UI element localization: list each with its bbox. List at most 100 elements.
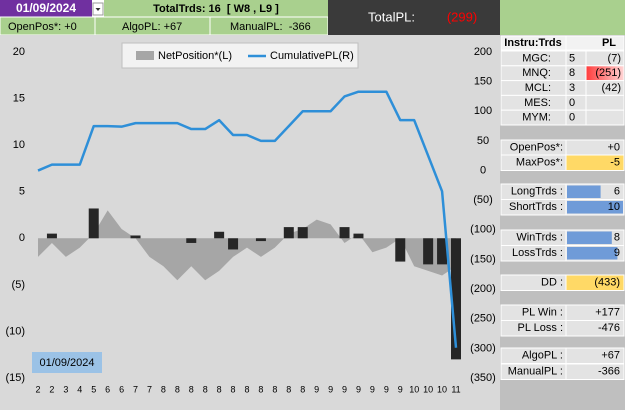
y2-tick-label: 150 [474, 76, 492, 88]
bar [339, 227, 350, 239]
x-tick-label: 8 [300, 384, 305, 394]
cell [565, 154, 625, 171]
x-tick-label: 9 [328, 384, 333, 394]
panel-value: -5 [610, 157, 620, 169]
instrument-name: MNQ: [522, 67, 551, 79]
x-tick-label: 10 [423, 384, 433, 394]
panel-value: 8 [614, 232, 620, 244]
y2-tick-label: (50) [473, 194, 493, 206]
panel-value: -476 [598, 322, 620, 334]
cell [565, 274, 625, 291]
x-tick-label: 2 [35, 384, 40, 394]
x-tick-label: 11 [451, 384, 460, 394]
x-tick-label: 8 [175, 384, 180, 394]
instrument-trades: 3 [569, 82, 575, 94]
panel-value: 6 [614, 186, 620, 198]
panel-value: +177 [595, 307, 620, 319]
y2-tick-label: (250) [470, 313, 496, 325]
bar [228, 238, 239, 250]
bar [130, 235, 141, 239]
instrument-pl: (7) [608, 52, 621, 64]
instrument-name: MYM: [522, 112, 551, 124]
x-tick-label: 4 [77, 384, 82, 394]
panel-label: PL Loss : [518, 322, 563, 334]
data-bar [567, 185, 601, 198]
y-tick-label: (15) [5, 372, 25, 384]
chart-background [0, 35, 500, 410]
legend-swatch [136, 51, 154, 60]
instrument-trades: 5 [569, 52, 575, 64]
panel-label: ShortTrds : [509, 201, 563, 213]
panel-value: 10 [608, 201, 620, 213]
bar [437, 238, 448, 265]
bar [353, 233, 364, 239]
header-label: PL [602, 37, 616, 49]
x-tick-label: 7 [147, 384, 152, 394]
total-trades: TotalTrds: 16 [ W8 , L9 ] [153, 3, 279, 15]
bar [283, 227, 294, 239]
y-tick-label: 0 [19, 232, 25, 244]
data-bar [567, 231, 612, 244]
y2-tick-label: (200) [470, 283, 496, 295]
bar [46, 233, 57, 239]
bar [186, 238, 197, 243]
instrument-name: MES: [524, 97, 551, 109]
x-tick-label: 9 [398, 384, 403, 394]
panel-value: +0 [607, 142, 620, 154]
panel-label: ManualPL : [508, 366, 563, 378]
y2-tick-label: (100) [470, 224, 496, 236]
bar [214, 231, 225, 239]
manual-pl: ManualPL: -366 [230, 21, 311, 33]
panel-value: -366 [598, 366, 620, 378]
cumulative-pl-line [37, 90, 458, 348]
y-tick-label: (10) [5, 325, 25, 337]
date-badge [32, 352, 102, 373]
y-tick-label: 5 [19, 186, 25, 198]
panel-label: PL Win : [522, 307, 563, 319]
instrument-trades: 0 [569, 112, 575, 124]
instrument-name: MGC: [522, 52, 551, 64]
bar [88, 208, 99, 239]
x-tick-label: 9 [314, 384, 319, 394]
dropdown-arrow [95, 8, 101, 11]
x-tick-label: 8 [258, 384, 263, 394]
x-tick-label: 8 [272, 384, 277, 394]
open-pos: OpenPos*: +0 [8, 21, 77, 33]
x-tick-label: 6 [105, 384, 110, 394]
y2-tick-label: (300) [470, 342, 496, 354]
y2-tick-label: (150) [470, 253, 496, 265]
panel-label: AlgoPL : [522, 350, 563, 362]
x-tick-label: 3 [63, 384, 68, 394]
bar [255, 238, 266, 242]
legend-label: CumulativePL(R) [270, 50, 354, 62]
bar [395, 238, 406, 262]
panel-label: DD : [541, 277, 563, 289]
panel-value: +67 [601, 350, 620, 362]
instrument-trades: 8 [569, 67, 575, 79]
total-pl-label: TotalPL: [368, 9, 415, 24]
panel-content: Instru:Trds PL MGC: 5 (7) MNQ: 8 (251) MCL: 3 (42)… [500, 35, 625, 380]
total-pl: (299) [447, 9, 477, 24]
x-tick-label: 8 [189, 384, 194, 394]
date: 01/09/2024 [16, 1, 76, 15]
x-tick-label: 9 [370, 384, 375, 394]
cell [585, 109, 625, 126]
x-tick-label: 6 [119, 384, 124, 394]
x-tick-label: 8 [161, 384, 166, 394]
instrument-pl: (42) [601, 82, 621, 94]
y2-tick-label: 0 [480, 164, 486, 176]
x-tick-label: 5 [91, 384, 96, 394]
panel-value: (433) [594, 277, 620, 289]
panel-label: WinTrds : [516, 232, 563, 244]
cell [565, 320, 625, 337]
plot: (15)(10)(5)05101520(350)(300)(250)(200)(… [5, 46, 495, 394]
bar [297, 227, 308, 239]
algo-pl: AlgoPL: +67 [122, 21, 182, 33]
bar [451, 238, 461, 360]
corner-cell [500, 0, 625, 35]
y2-tick-label: 200 [474, 46, 492, 58]
instrument-pl: (251) [595, 67, 621, 79]
x-tick-label: 10 [409, 384, 419, 394]
date-cell[interactable] [0, 0, 92, 17]
